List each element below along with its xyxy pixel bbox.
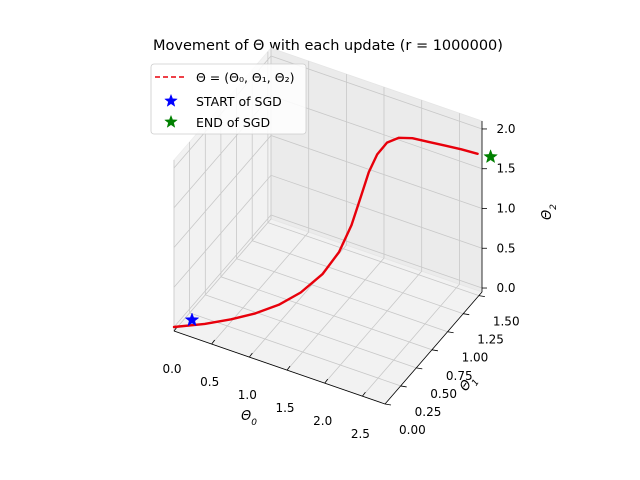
grid-line-y (204, 123, 417, 369)
y-tick-label: 0.25 (415, 405, 442, 419)
z-axis-label: Θ2 (540, 204, 559, 220)
start-star-marker (184, 312, 200, 327)
legend-swatch-end (164, 114, 178, 128)
y-tick-label: 1.00 (462, 351, 489, 365)
legend-box (150, 63, 307, 135)
grid-line-x (286, 87, 385, 371)
grid-line-y (220, 105, 433, 351)
x-tick-label: 0.0 (162, 362, 181, 376)
y-tick-label: 1.50 (493, 315, 520, 329)
legend-label-start: START of SGD (196, 94, 282, 109)
x-tick-label: 2.0 (313, 414, 332, 428)
legend-label-line: Θ = (Θ₀, Θ₁, Θ₂) (196, 70, 294, 85)
grid-line-y (189, 141, 401, 387)
grid-line-z (173, 214, 483, 328)
grid-line-z (173, 135, 483, 248)
x-tick-mark (249, 352, 253, 358)
y-tick-label: 0.00 (399, 423, 426, 437)
y-tick-label: 0.50 (430, 387, 457, 401)
axis-labels: Θ0 Θ1 Θ2 (241, 204, 559, 428)
chart-title: Movement of Θ with each update (r = 1000… (153, 38, 503, 54)
z-tick-label: 1.0 (496, 201, 515, 215)
x-tick-label: 1.5 (275, 401, 294, 415)
grid-line-x (249, 74, 347, 358)
y-axis-line (384, 291, 483, 405)
end-star-marker (483, 149, 498, 164)
y-tick-mark (384, 403, 392, 406)
grid-lines (173, 48, 483, 405)
y-tick-mark (416, 367, 423, 370)
legend-swatch-start (164, 93, 178, 107)
z-tick-label: 2.0 (496, 122, 515, 136)
y-tick-mark (447, 331, 454, 334)
x-tick-label: 1.0 (238, 388, 257, 402)
z-tick-label: 1.5 (496, 162, 515, 176)
axis-lines (173, 121, 483, 405)
x-tick-mark (362, 391, 366, 397)
x-tick-label: 0.5 (200, 375, 219, 389)
grid-line-x (362, 113, 460, 397)
y-tick-mark (400, 385, 407, 388)
y-tick-label: 1.25 (477, 333, 504, 347)
data-series (172, 136, 498, 329)
grid-line-y (236, 87, 448, 333)
x-tick-mark (324, 378, 329, 384)
y-tick-mark (478, 295, 485, 298)
x-tick-mark (286, 365, 291, 371)
y-tick-mark (463, 313, 470, 316)
tick-labels: 0.0 0.5 1.0 1.5 2.0 2.5 0.00 0.25 0.50 0.75 1.00 1.… (162, 122, 519, 441)
grid-line-z (173, 174, 483, 288)
theta-path-line (172, 136, 479, 329)
legend-label-end: END of SGD (196, 115, 270, 130)
x-axis-line (173, 330, 386, 405)
grid-line-x (211, 61, 310, 345)
z-tick-label: 0.0 (496, 281, 515, 295)
x-tick-mark (211, 339, 215, 345)
y-tick-label: 0.75 (446, 369, 473, 383)
grid-line-x (324, 100, 423, 384)
legend: Θ = (Θ₀, Θ₁, Θ₂) START of SGD END of SGD (150, 63, 307, 135)
x-tick-label: 2.5 (351, 427, 370, 441)
y-tick-mark (431, 349, 439, 352)
x-axis-label: Θ0 (241, 409, 257, 428)
y-axis-label: Θ1 (457, 373, 482, 397)
z-tick-label: 0.5 (496, 241, 515, 255)
